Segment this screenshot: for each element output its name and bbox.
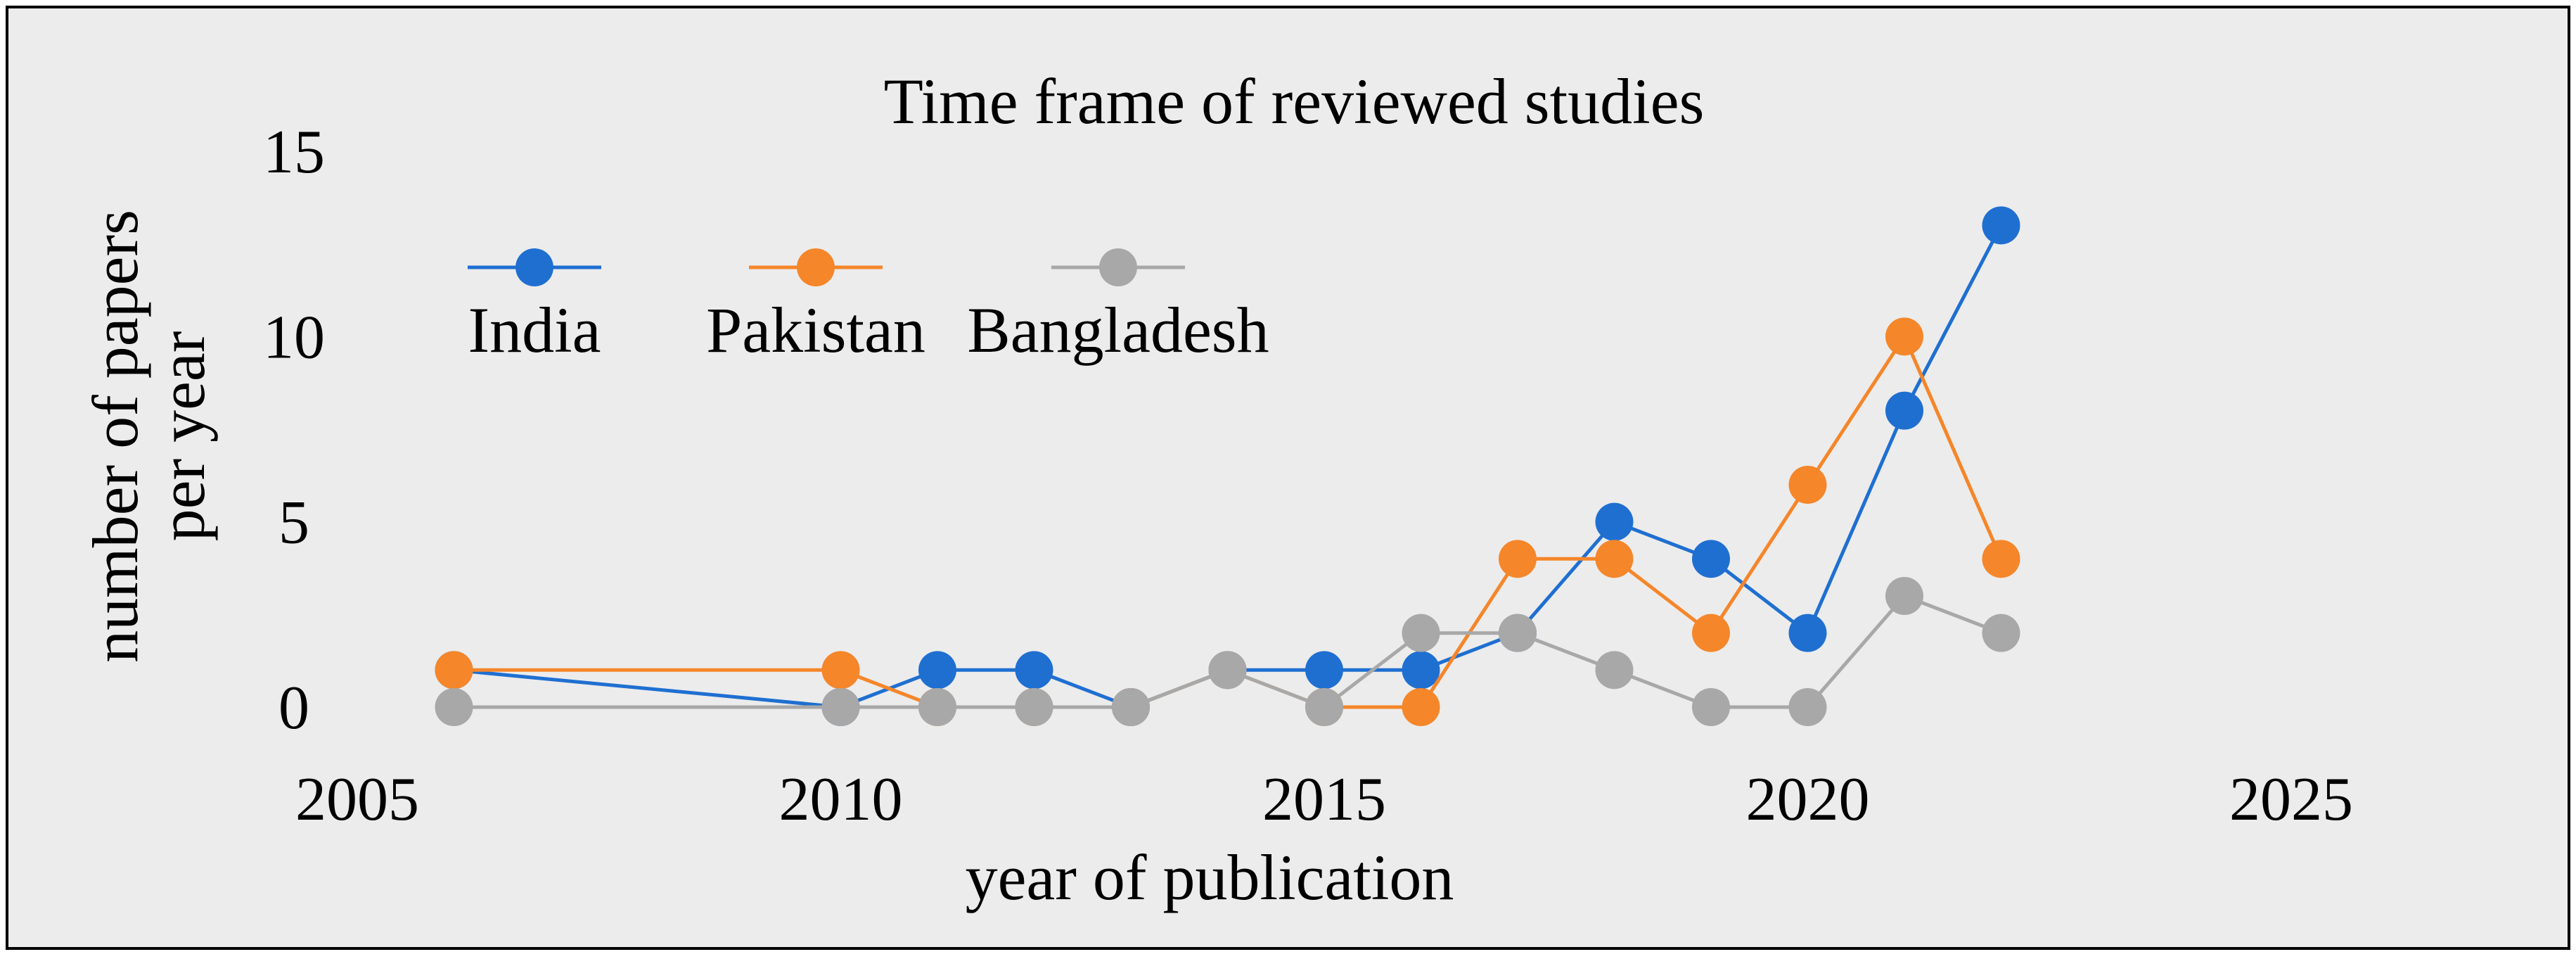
y-axis-label: number of papers per year [79,210,218,663]
data-point [1885,391,1923,430]
x-tick-label: 2025 [2229,766,2353,834]
data-point [1595,540,1634,578]
legend-item-india: India [468,248,601,366]
y-tick-label: 5 [278,489,309,557]
data-point [1885,317,1923,356]
data-point [1982,540,2020,578]
data-point [1982,614,2020,652]
legend: India Pakistan Bangladesh [468,248,1269,366]
x-tick-label: 2015 [1262,766,1386,834]
legend-item-pakistan: Pakistan [706,248,925,366]
data-point [1112,688,1150,726]
data-point [918,651,956,690]
data-point [1305,688,1343,726]
data-point [1015,688,1053,726]
data-point [1305,651,1343,690]
data-point [435,688,473,726]
data-point [1402,614,1440,652]
data-point [1402,651,1440,690]
x-axis-ticks: 2005 2010 2015 2020 2025 [295,766,2353,834]
y-axis-label-line-2: per year [146,331,218,542]
legend-marker [515,248,553,286]
legend-label: India [468,294,601,366]
data-point [821,688,860,726]
data-point [1208,651,1247,690]
data-point [435,651,473,690]
data-point [1499,540,1537,578]
x-tick-label: 2005 [295,766,419,834]
chart-background [6,6,2570,950]
data-point [1982,206,2020,245]
data-point [1692,540,1730,578]
data-point [1788,614,1827,652]
data-point [1692,614,1730,652]
legend-marker [1099,248,1137,286]
series-layer [435,206,2020,726]
y-axis-label-line-1: number of papers [79,210,151,663]
legend-label: Bangladesh [967,294,1269,366]
data-point [1499,614,1537,652]
data-point [1595,502,1634,541]
data-point [1015,651,1053,690]
data-point [1692,688,1730,726]
y-axis-ticks: 0 5 10 15 [263,118,325,742]
data-point [1788,466,1827,504]
legend-label: Pakistan [706,294,925,366]
x-tick-label: 2010 [779,766,903,834]
data-point [1885,577,1923,615]
legend-item-bangladesh: Bangladesh [967,248,1269,366]
x-tick-label: 2020 [1746,766,1870,834]
legend-marker [797,248,835,286]
chart-title: Time frame of reviewed studies [884,65,1705,137]
y-tick-label: 0 [278,674,309,742]
data-point [918,688,956,726]
data-point [821,651,860,690]
data-point [1595,651,1634,690]
x-axis-label: year of publication [966,841,1454,913]
data-point [1402,688,1440,726]
y-tick-label: 10 [263,303,325,371]
series-bangladesh [435,577,2020,726]
y-tick-label: 15 [263,118,325,186]
data-point [1788,688,1827,726]
